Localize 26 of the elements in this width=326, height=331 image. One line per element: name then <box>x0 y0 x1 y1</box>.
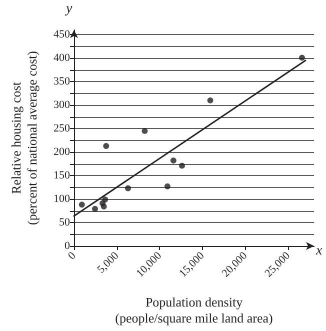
point <box>100 204 107 210</box>
y-tick-label: 350 <box>54 76 70 88</box>
y-tick-label: 450 <box>54 28 70 41</box>
point <box>170 158 176 164</box>
point <box>207 97 214 104</box>
point <box>92 206 98 212</box>
y-tick-label: 250 <box>54 122 70 135</box>
y-tick-label: 200 <box>54 146 70 158</box>
point <box>102 196 108 203</box>
point <box>142 128 148 134</box>
point <box>164 183 170 190</box>
point <box>179 162 185 169</box>
y-tick-label: 150 <box>54 170 70 182</box>
point <box>299 54 305 61</box>
text: x <box>315 244 323 258</box>
point <box>125 185 131 192</box>
point <box>78 202 85 208</box>
y-tick-label: 300 <box>54 99 70 112</box>
x-axis-title: Population density (people/square mile land area) <box>115 294 273 326</box>
y-tick-label: 0 <box>64 240 70 252</box>
y-tick-label: 100 <box>54 193 70 206</box>
text: y <box>64 2 73 16</box>
y-axis-title: Relative housing cost (percent of national average cost) <box>8 51 40 225</box>
y-tick-label: 50 <box>59 216 70 229</box>
point <box>103 142 110 149</box>
y-tick-label: 400 <box>54 52 70 64</box>
